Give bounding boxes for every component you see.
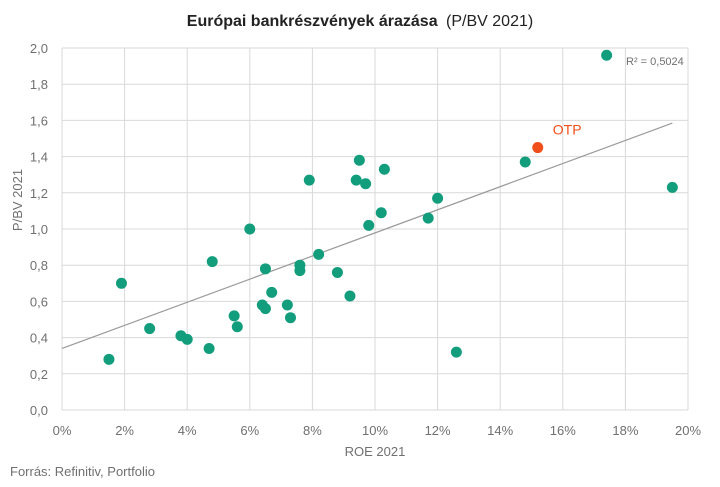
data-point bbox=[344, 290, 356, 302]
y-tick-label: 1,8 bbox=[30, 77, 48, 92]
data-point bbox=[144, 323, 156, 335]
x-tick-label: 12% bbox=[425, 423, 451, 438]
data-point bbox=[422, 212, 434, 224]
chart-title-rest: (P/BV 2021) bbox=[446, 13, 533, 30]
y-tick-label: 0,0 bbox=[30, 403, 48, 418]
y-tick-label: 0,6 bbox=[30, 294, 48, 309]
data-point bbox=[181, 333, 193, 345]
y-tick-label: 1,6 bbox=[30, 113, 48, 128]
x-tick-label: 20% bbox=[675, 423, 701, 438]
x-axis-ticks: 0% 2% 4% 6% 8% 10% 12% 14% 16% 18% 20% bbox=[53, 423, 702, 438]
y-tick-label: 0,8 bbox=[30, 258, 48, 273]
data-point bbox=[259, 303, 271, 315]
x-tick-label: 2% bbox=[115, 423, 134, 438]
data-point-highlight bbox=[532, 142, 544, 154]
data-point bbox=[206, 256, 218, 268]
x-tick-label: 16% bbox=[550, 423, 576, 438]
x-tick-label: 4% bbox=[178, 423, 197, 438]
data-point bbox=[284, 312, 296, 324]
x-tick-label: 10% bbox=[362, 423, 388, 438]
y-tick-label: 0,4 bbox=[30, 331, 48, 346]
data-point bbox=[360, 178, 372, 190]
data-point bbox=[331, 266, 343, 278]
data-point bbox=[303, 174, 315, 186]
chart-title-bold: Európai bankrészvények árazása bbox=[187, 13, 438, 30]
x-tick-label: 6% bbox=[240, 423, 259, 438]
data-point bbox=[601, 49, 613, 61]
y-tick-label: 2,0 bbox=[30, 41, 48, 56]
y-tick-label: 1,0 bbox=[30, 222, 48, 237]
data-point bbox=[666, 181, 678, 193]
r-squared-label: R² = 0,5024 bbox=[626, 56, 684, 68]
grid-lines bbox=[61, 47, 689, 411]
source-note: Forrás: Refinitiv, Portfolio bbox=[10, 464, 155, 479]
data-point bbox=[228, 310, 240, 322]
data-point bbox=[519, 156, 531, 168]
data-point bbox=[203, 342, 215, 354]
data-point bbox=[313, 248, 325, 260]
x-tick-label: 14% bbox=[487, 423, 513, 438]
data-point bbox=[363, 219, 375, 231]
trendline-group bbox=[61, 122, 673, 350]
highlight-label: OTP bbox=[553, 122, 582, 138]
x-tick-label: 0% bbox=[53, 423, 72, 438]
data-points bbox=[103, 49, 678, 365]
x-tick-label: 18% bbox=[612, 423, 638, 438]
data-point bbox=[103, 353, 115, 365]
x-axis-title: ROE 2021 bbox=[345, 444, 406, 459]
data-point bbox=[281, 299, 293, 311]
data-point bbox=[266, 286, 278, 298]
data-point bbox=[294, 265, 306, 277]
y-tick-label: 1,4 bbox=[30, 150, 48, 165]
y-tick-label: 1,2 bbox=[30, 186, 48, 201]
data-point bbox=[244, 223, 256, 235]
chart-title: Európai bankrészvények árazása (P/BV 202… bbox=[187, 13, 533, 30]
y-axis-title: P/BV 2021 bbox=[10, 169, 25, 231]
trendline bbox=[61, 122, 673, 350]
data-point bbox=[378, 163, 390, 175]
data-point bbox=[353, 154, 365, 166]
y-tick-label: 0,2 bbox=[30, 367, 48, 382]
data-point bbox=[231, 321, 243, 333]
data-point bbox=[375, 207, 387, 219]
y-axis-ticks: 0,0 0,2 0,4 0,6 0,8 1,0 1,2 1,4 1,6 1,8 2,0 bbox=[30, 41, 48, 418]
data-point bbox=[115, 277, 127, 289]
data-point bbox=[259, 263, 271, 275]
data-point bbox=[350, 174, 362, 186]
data-point bbox=[432, 192, 444, 204]
data-point bbox=[450, 346, 462, 358]
x-tick-label: 8% bbox=[303, 423, 322, 438]
